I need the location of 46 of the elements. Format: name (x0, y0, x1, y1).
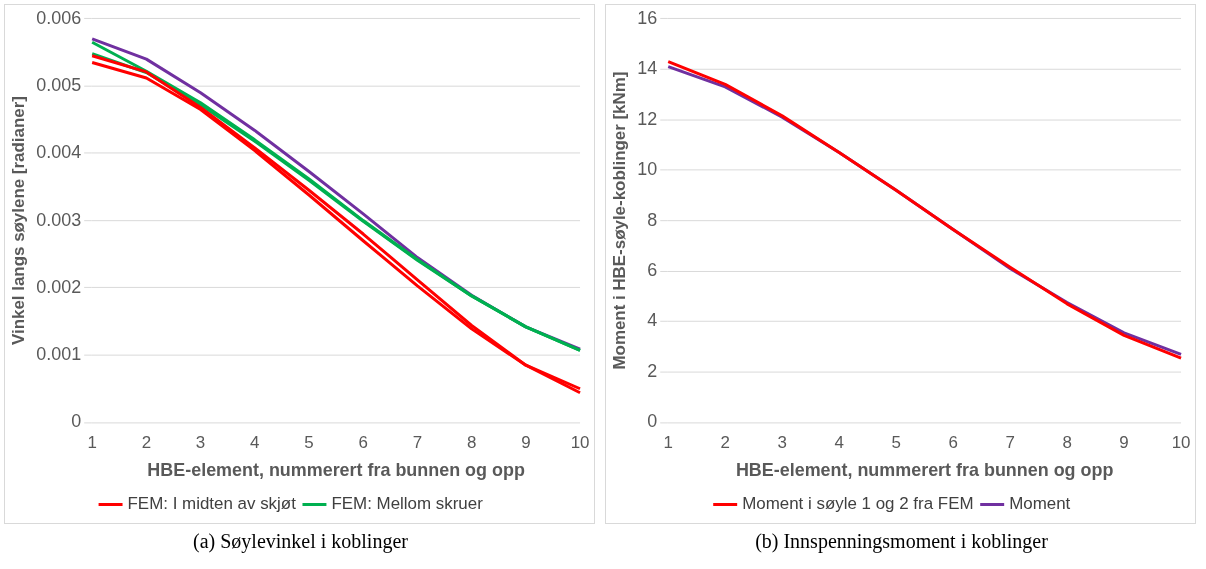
x-tick-label: 9 (521, 433, 531, 453)
x-tick-label: 9 (1119, 433, 1129, 453)
y-tick-label: 4 (647, 310, 658, 331)
x-tick-label: 2 (720, 433, 730, 453)
y-tick-label: 0.006 (36, 7, 82, 28)
x-tick-label: 4 (834, 433, 844, 453)
x-tick-label: 7 (412, 433, 423, 453)
x-tick-label: 8 (466, 433, 477, 453)
x-tick-label: 10 (570, 433, 590, 453)
x-tick-label: 6 (358, 433, 368, 453)
x-tick-label: 3 (777, 433, 787, 453)
y-tick-label: 14 (637, 58, 658, 79)
y-tick-label: 0.002 (36, 276, 82, 297)
x-tick-label: 1 (87, 433, 97, 453)
y-tick-label: 16 (637, 7, 658, 28)
x-axis-title: HBE-element, nummerert fra bunnen og opp (147, 460, 525, 481)
y-tick-label: 0.001 (36, 344, 82, 365)
text: (b) Innspenningsmoment i koblinger (754, 530, 1049, 553)
y-tick-label: 12 (637, 108, 658, 129)
x-tick-label: 3 (195, 433, 206, 453)
y-tick-label: 0 (71, 411, 82, 432)
legend-label: FEM: Mellom skruer (331, 494, 484, 514)
y-tick-label: 0.005 (36, 74, 82, 95)
y-axis-title: Vinkel langs søylene [radianer] (8, 96, 28, 345)
x-tick-label: 5 (304, 433, 314, 453)
legend-label: Moment i søyle 1 og 2 fra FEM (742, 494, 974, 514)
y-axis-title: Moment i HBE-søyle-koblinger [kNm] (609, 71, 629, 370)
x-tick-label: 1 (663, 433, 673, 453)
y-tick-label: 6 (647, 259, 658, 280)
x-tick-label: 5 (891, 433, 901, 453)
x-tick-label: 6 (948, 433, 958, 453)
x-tick-label: 2 (141, 433, 152, 453)
y-tick-label: 10 (637, 159, 658, 180)
x-tick-label: 8 (1062, 433, 1072, 453)
text: (a) Søylevinkel i koblinger (192, 530, 409, 553)
x-tick-label: 10 (1171, 433, 1191, 453)
y-tick-label: 0 (647, 411, 658, 432)
legend-label: FEM: I midten av skjøt (127, 494, 297, 514)
y-tick-label: 0.004 (36, 142, 82, 163)
x-tick-label: 4 (250, 433, 260, 453)
x-axis-title: HBE-element, nummerert fra bunnen og opp (735, 460, 1114, 481)
legend-label: Moment (1009, 494, 1071, 514)
y-tick-label: 2 (647, 360, 658, 381)
x-tick-label: 7 (1005, 433, 1015, 453)
y-tick-label: 0.003 (36, 209, 82, 230)
y-tick-label: 8 (647, 209, 658, 230)
